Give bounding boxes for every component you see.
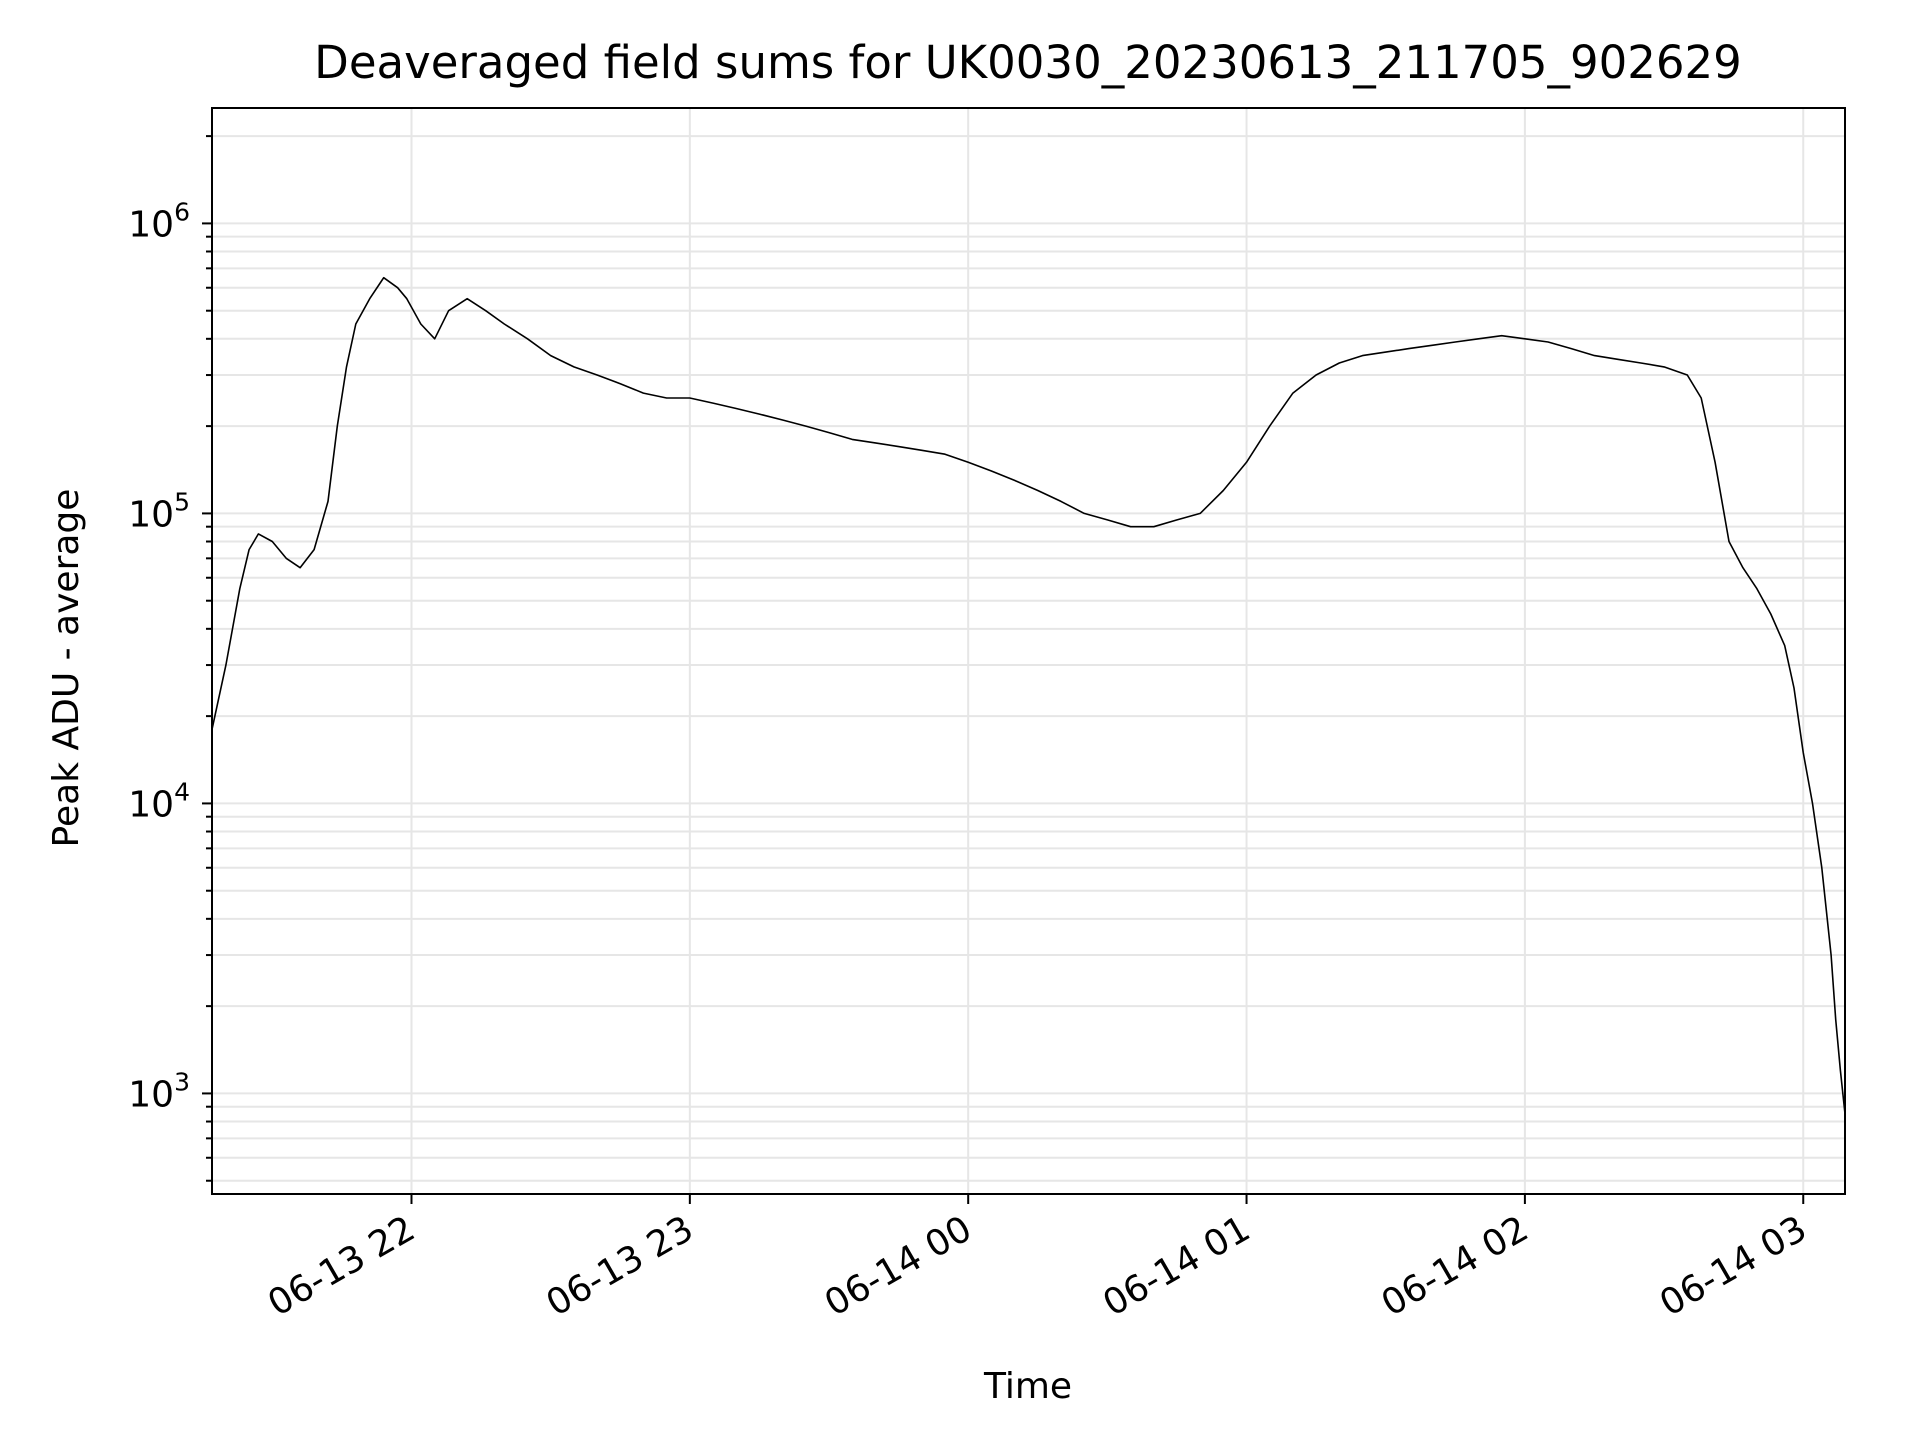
y-axis: 103 104 105 106	[128, 135, 212, 1182]
series-line	[211, 276, 1846, 1114]
chart-title: Deaveraged field sums for UK0030_2023061…	[314, 36, 1742, 89]
plot-frame	[211, 107, 1846, 1195]
y-tick-label: 104	[128, 777, 190, 825]
y-tick-label: 105	[128, 487, 190, 535]
plot-area	[211, 276, 1846, 1114]
y-tick-label: 103	[128, 1067, 190, 1115]
grid	[212, 108, 1845, 1194]
y-axis-label: Peak ADU - average	[46, 489, 87, 848]
x-axis-label: Time	[983, 1366, 1072, 1407]
y-tick-label: 106	[128, 197, 190, 245]
